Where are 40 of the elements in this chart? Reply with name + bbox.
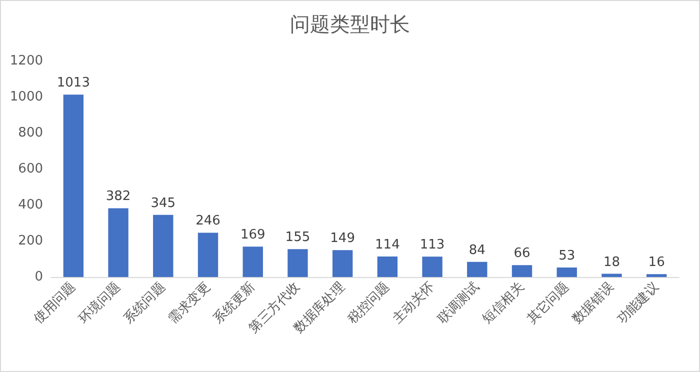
chart-title: 问题类型时长	[290, 12, 410, 36]
bar	[288, 249, 308, 277]
data-label: 66	[514, 246, 530, 262]
bar	[556, 267, 577, 277]
data-label: 16	[648, 255, 665, 270]
bar	[422, 256, 442, 277]
data-label: 382	[106, 189, 131, 204]
bar	[63, 94, 84, 277]
data-label: 345	[150, 196, 176, 211]
data-label: 113	[420, 238, 445, 253]
bar	[512, 265, 532, 277]
y-tick-label: 400	[18, 198, 43, 212]
data-label: 155	[285, 230, 310, 246]
x-tick-label: 数据错误	[570, 280, 618, 328]
data-label: 246	[196, 214, 220, 229]
bar	[198, 232, 218, 277]
bar	[467, 262, 488, 277]
x-tick-label: 联调测试	[435, 280, 482, 328]
data-label: 114	[375, 237, 400, 252]
x-tick-label: 系统问题	[121, 280, 168, 328]
y-tick-label: 1000	[10, 90, 43, 104]
data-label: 169	[240, 228, 266, 243]
bar	[153, 214, 174, 277]
x-tick-label: 功能建议	[614, 280, 662, 328]
bar	[646, 274, 667, 277]
data-label: 18	[603, 254, 620, 270]
y-tick-label: 200	[18, 234, 43, 248]
data-label: 149	[330, 231, 355, 246]
bar	[242, 246, 263, 277]
bar	[332, 250, 353, 277]
data-label: 84	[468, 242, 486, 258]
x-tick-label: 需求变更	[166, 280, 214, 328]
y-tick-label: 600	[18, 162, 43, 176]
bar	[377, 256, 398, 277]
data-label: 1013	[56, 76, 90, 91]
y-tick-label: 800	[18, 126, 43, 140]
y-tick-label: 1200	[10, 54, 43, 68]
data-label: 53	[558, 248, 576, 264]
bar	[108, 208, 128, 277]
bar	[602, 274, 622, 277]
